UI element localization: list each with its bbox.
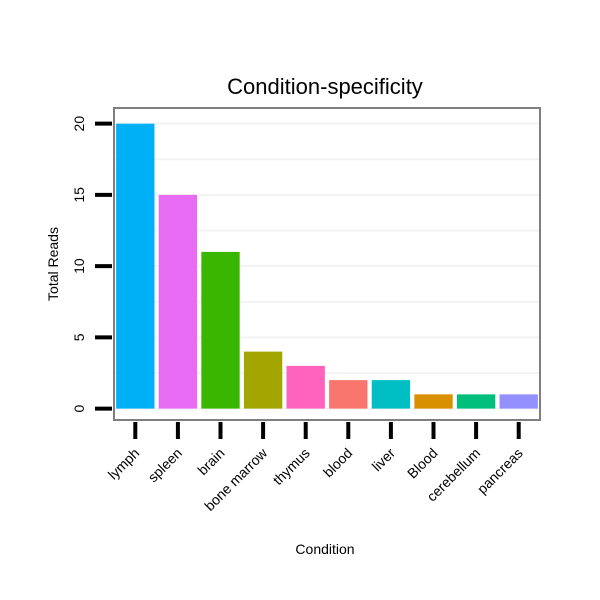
x-tick-label: spleen [145,445,185,485]
x-tick-label: brain [194,445,227,478]
chart-title: Condition-specificity [227,74,423,99]
bar-cerebellum [456,394,496,409]
y-tick-label: 5 [71,333,87,341]
y-axis-label: Total Reads [45,227,61,301]
bar-liver [371,380,411,409]
x-tick-label: blood [320,445,356,481]
y-tick-label: 15 [71,187,87,203]
y-tick-label: 20 [71,116,87,132]
bars [116,123,538,409]
x-tick-label: pancreas [474,445,526,497]
x-tick-label: thymus [270,445,313,488]
y-axis: 0 5 10 15 20 [71,116,112,413]
bar-bone-marrow [243,351,283,409]
bar-blood [329,380,368,409]
bar-lymph [116,123,155,409]
x-tick-label: liver [369,445,399,475]
x-tick-label: Blood [404,445,441,482]
bar-pancreas [499,394,538,409]
bar-thymus [286,365,325,409]
bar-spleen [158,194,198,409]
x-axis-label: Condition [295,541,354,557]
plot-panel-border [113,107,541,421]
bar-brain [201,251,240,409]
y-tick-label: 0 [71,405,87,413]
bar-blood [414,394,453,409]
y-tick-label: 10 [71,258,87,274]
x-tick-label: lymph [105,445,143,483]
